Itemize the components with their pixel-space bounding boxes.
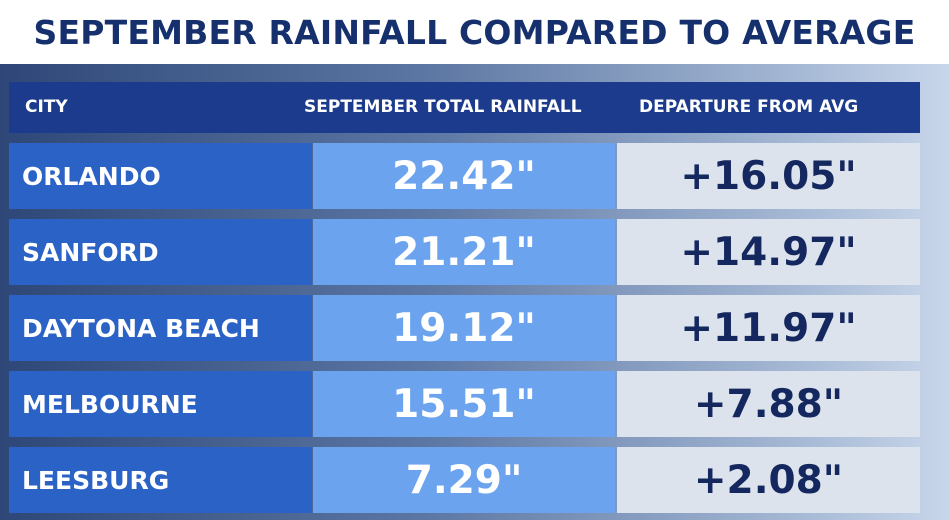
city-cell: MELBOURNE: [9, 371, 312, 437]
header-total-rainfall: SEPTEMBER TOTAL RAINFALL: [304, 97, 582, 117]
table-header: CITY SEPTEMBER TOTAL RAINFALL DEPARTURE …: [9, 82, 920, 133]
header-city: CITY: [25, 97, 68, 117]
total-rainfall-cell: 15.51": [313, 371, 615, 437]
departure-cell: +7.88": [617, 371, 920, 437]
table-row: DAYTONA BEACH 19.12" +11.97": [9, 295, 920, 361]
departure-cell: +16.05": [617, 143, 920, 209]
table-row: ORLANDO 22.42" +16.05": [9, 143, 920, 209]
total-rainfall-cell: 22.42": [313, 143, 615, 209]
departure-cell: +2.08": [617, 447, 920, 513]
table-row: SANFORD 21.21" +14.97": [9, 219, 920, 285]
title-bar: SEPTEMBER RAINFALL COMPARED TO AVERAGE: [0, 0, 949, 64]
city-cell: SANFORD: [9, 219, 312, 285]
total-rainfall-cell: 19.12": [313, 295, 615, 361]
table-row: MELBOURNE 15.51" +7.88": [9, 371, 920, 437]
total-rainfall-cell: 7.29": [313, 447, 615, 513]
total-rainfall-cell: 21.21": [313, 219, 615, 285]
table-background: [0, 64, 949, 520]
departure-cell: +11.97": [617, 295, 920, 361]
city-cell: DAYTONA BEACH: [9, 295, 312, 361]
table-row: LEESBURG 7.29" +2.08": [9, 447, 920, 513]
header-departure: DEPARTURE FROM AVG: [639, 97, 859, 117]
city-cell: ORLANDO: [9, 143, 312, 209]
city-cell: LEESBURG: [9, 447, 312, 513]
departure-cell: +14.97": [617, 219, 920, 285]
chart-title: SEPTEMBER RAINFALL COMPARED TO AVERAGE: [33, 12, 916, 52]
